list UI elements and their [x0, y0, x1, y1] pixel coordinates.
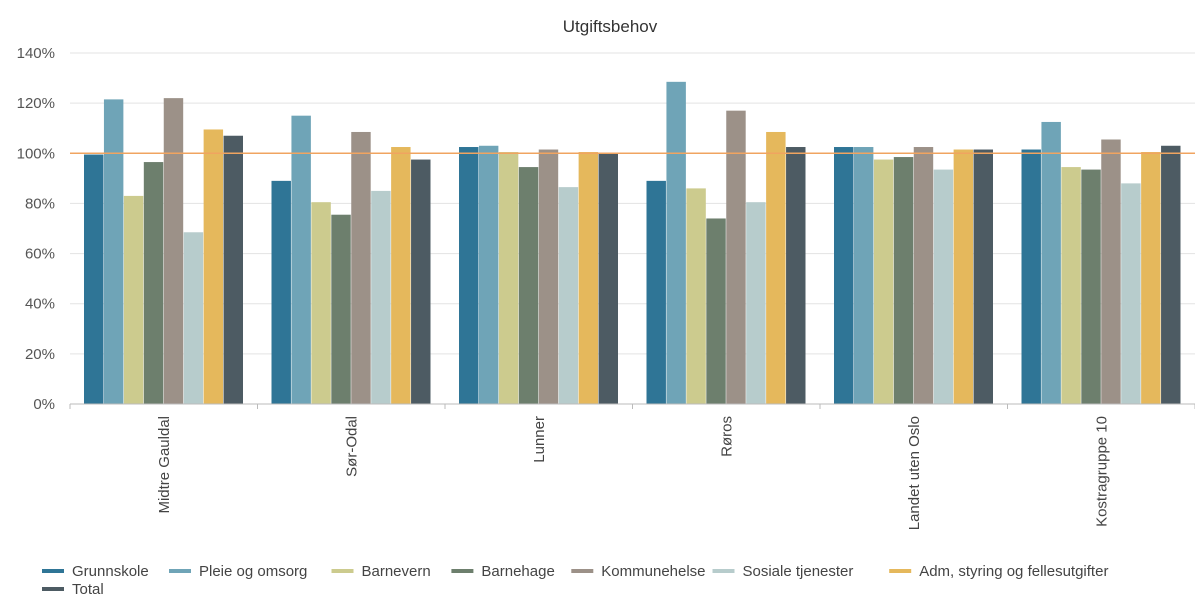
y-tick-label: 0% [33, 396, 55, 413]
bar-barnevern-3 [686, 188, 706, 404]
legend-label: Grunnskole [72, 563, 149, 580]
bar-grunnskole-4 [834, 147, 854, 404]
bar-barnevern-2 [498, 152, 519, 404]
bar-total-0 [223, 135, 243, 404]
bar-adm-styring-og-fellesutgifter-0 [203, 129, 224, 405]
legend-swatch [42, 569, 64, 573]
x-category-label: Sør-Odal [343, 416, 360, 477]
bar-pleie-og-omsorg-1 [291, 115, 311, 404]
x-category-label: Røros [718, 416, 735, 457]
bar-grunnskole-5 [1021, 149, 1041, 404]
legend-item: Barnehage [451, 563, 555, 580]
bar-kommunehelse-5 [1101, 139, 1121, 404]
bar-grunnskole-1 [271, 180, 291, 404]
bar-barnehage-1 [331, 214, 351, 404]
legend-swatch [169, 569, 191, 573]
y-tick-label: 80% [25, 195, 55, 212]
bar-grunnskole-2 [459, 147, 479, 404]
legend-swatch [42, 587, 64, 591]
bar-kommunehelse-4 [913, 147, 934, 404]
bar-sosiale-tjenester-4 [933, 169, 954, 404]
bar-barnevern-1 [311, 202, 331, 404]
y-tick-label: 100% [17, 145, 55, 162]
bar-sosiale-tjenester-0 [183, 232, 204, 404]
bar-kommunehelse-2 [538, 149, 559, 404]
bar-grunnskole-3 [646, 180, 666, 404]
bar-barnehage-2 [518, 167, 539, 404]
bar-kommunehelse-3 [726, 110, 746, 405]
bar-barnehage-3 [706, 218, 726, 404]
legend-label: Adm, styring og fellesutgifter [919, 563, 1108, 580]
y-tick-label: 60% [25, 246, 55, 263]
legend-swatch [889, 569, 912, 573]
y-tick-label: 140% [17, 45, 55, 62]
legend-item: Adm, styring og fellesutgifter [889, 563, 1108, 580]
bar-total-4 [973, 149, 993, 404]
bar-total-1 [411, 159, 431, 404]
bar-barnevern-0 [123, 195, 144, 404]
bar-pleie-og-omsorg-2 [478, 145, 499, 404]
legend-label: Sosiale tjenester [743, 563, 854, 580]
bar-total-3 [786, 147, 806, 404]
y-axis-ticks: 0% 20% 40% 60% 80% 100% 120% 140% [17, 45, 55, 413]
y-tick-label: 20% [25, 346, 55, 363]
legend-item: Kommunehelse [571, 563, 706, 580]
x-category-label: Lunner [531, 416, 548, 463]
bar-sosiale-tjenester-2 [558, 187, 579, 404]
y-tick-label: 40% [25, 296, 55, 313]
legend-swatch [331, 569, 354, 573]
y-tick-label: 120% [17, 95, 55, 112]
legend-label: Barnehage [481, 563, 554, 580]
legend-swatch [451, 569, 474, 573]
bar-adm-styring-og-fellesutgifter-5 [1141, 152, 1161, 404]
legend-label: Total [72, 581, 104, 598]
bar-sosiale-tjenester-1 [371, 190, 391, 404]
x-category-label: Kostragruppe 10 [1093, 416, 1110, 527]
legend-item: Pleie og omsorg [169, 563, 307, 580]
legend-label: Barnevern [362, 563, 431, 580]
legend-item: Sosiale tjenester [712, 563, 854, 580]
bar-adm-styring-og-fellesutgifter-2 [578, 152, 599, 404]
bar-sosiale-tjenester-3 [746, 202, 766, 404]
bar-adm-styring-og-fellesutgifter-4 [953, 149, 974, 404]
bar-pleie-og-omsorg-0 [103, 99, 124, 404]
x-axis [69, 403, 1195, 409]
bar-pleie-og-omsorg-4 [853, 147, 874, 404]
legend-item: Total [42, 581, 104, 598]
legend-label: Kommunehelse [601, 563, 705, 580]
legend-item: Barnevern [331, 563, 431, 580]
bar-pleie-og-omsorg-3 [666, 81, 686, 404]
legend-item: Grunnskole [42, 563, 149, 580]
legend-label: Pleie og omsorg [199, 563, 307, 580]
x-category-label: Midtre Gauldal [156, 416, 173, 514]
bar-barnevern-5 [1061, 167, 1081, 404]
chart-title: Utgiftsbehov [563, 17, 658, 36]
legend-swatch [712, 569, 735, 573]
bar-kommunehelse-0 [163, 98, 184, 404]
bar-pleie-og-omsorg-5 [1041, 121, 1061, 405]
bar-barnevern-4 [873, 159, 894, 404]
bar-adm-styring-og-fellesutgifter-1 [391, 147, 411, 404]
bar-barnehage-5 [1081, 169, 1101, 404]
bar-total-2 [598, 153, 618, 404]
x-category-label: Landet uten Oslo [906, 416, 923, 530]
x-axis-labels: Midtre Gauldal Sør-Odal Lunner Røros Landet … [156, 416, 1111, 530]
bar-total-5 [1161, 145, 1181, 404]
bars [84, 81, 1181, 405]
bar-grunnskole-0 [84, 154, 104, 404]
bar-barnehage-0 [143, 162, 164, 404]
legend: Grunnskole Pleie og omsorg Barnevern Barneh… [42, 563, 1108, 598]
bar-barnehage-4 [893, 157, 914, 404]
legend-swatch [571, 569, 594, 573]
bar-adm-styring-og-fellesutgifter-3 [766, 131, 786, 404]
bar-kommunehelse-1 [351, 131, 371, 404]
bar-sosiale-tjenester-5 [1121, 183, 1141, 404]
